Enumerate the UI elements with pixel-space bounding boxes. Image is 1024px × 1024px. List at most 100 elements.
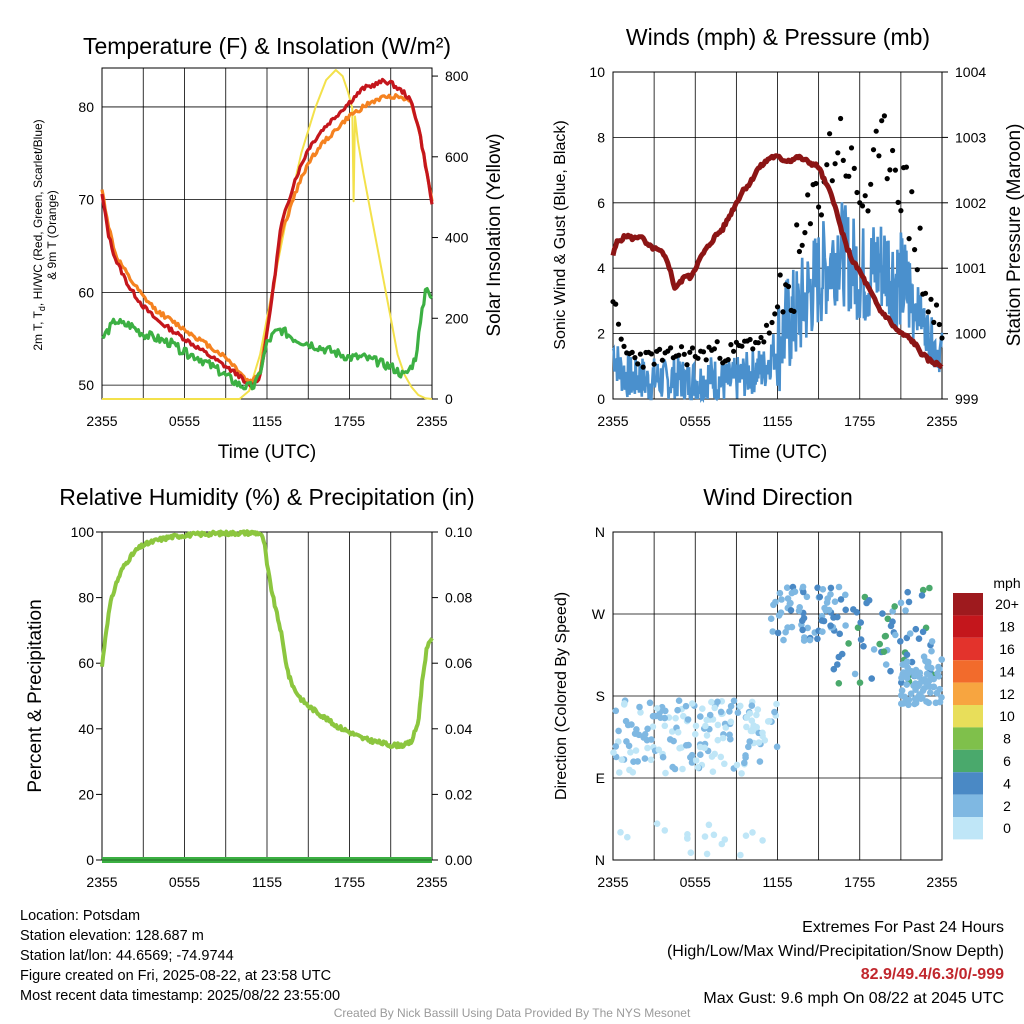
- y-left-axis-label: Percent & Precipitation: [25, 599, 46, 792]
- gust-point: [780, 309, 786, 315]
- direction-point: [876, 640, 883, 648]
- direction-point: [882, 661, 890, 668]
- direction-point: [834, 613, 841, 621]
- y-right-tick-label: 200: [445, 310, 469, 326]
- gust-point: [906, 236, 912, 242]
- direction-point: [850, 606, 857, 613]
- y-left-tick-label: 20: [78, 786, 94, 802]
- extremes-subtitle: (High/Low/Max Wind/Precipitation/Snow De…: [666, 942, 1004, 960]
- colorbar-label: 2: [1003, 798, 1011, 814]
- direction-point: [738, 770, 745, 777]
- direction-point: [799, 626, 806, 634]
- direction-point: [617, 829, 624, 836]
- colorbar-swatch: [953, 682, 983, 705]
- y-right-tick-label: 0.02: [445, 786, 472, 802]
- direction-point: [687, 849, 695, 856]
- direction-point: [718, 840, 726, 848]
- colorbar-unit: mph: [993, 575, 1020, 591]
- y-right-tick-label: 999: [955, 391, 979, 407]
- location-text: Location: Potsdam: [20, 908, 141, 924]
- direction-point: [701, 744, 708, 752]
- direction-point: [764, 718, 772, 725]
- max-gust-text: Max Gust: 9.6 mph On 08/22 at 2045 UTC: [703, 989, 1004, 1007]
- direction-point: [672, 714, 679, 722]
- x-axis-label: Time (UTC): [729, 442, 828, 463]
- wind-speed-line: [611, 202, 944, 403]
- direction-point: [692, 757, 700, 764]
- direction-point: [819, 586, 827, 593]
- direction-point: [653, 705, 661, 712]
- direction-point: [800, 614, 808, 622]
- colorbar-label: 8: [1003, 731, 1011, 747]
- gust-point: [615, 321, 622, 327]
- gust-point: [870, 147, 877, 153]
- direction-point: [746, 738, 753, 745]
- direction-point: [697, 713, 704, 720]
- direction-point: [709, 768, 717, 775]
- direction-point: [835, 653, 843, 661]
- gust-point: [884, 176, 890, 182]
- direction-point: [711, 704, 718, 712]
- direction-point: [777, 609, 785, 616]
- direction-point: [842, 622, 849, 629]
- gust-point: [681, 351, 687, 357]
- extremes-values: 82.9/49.4/6.3/0/-999: [860, 966, 1004, 983]
- humidity-panel: 2355 0555 1155 1755 2355 0 20 40 60 80 100 0.00 0.02…: [25, 484, 475, 890]
- direction-point: [780, 636, 787, 644]
- colorbar-swatch: [953, 727, 983, 750]
- gust-point: [659, 357, 666, 363]
- gust-point: [824, 162, 830, 168]
- x-tick-label: 2355: [926, 413, 957, 429]
- direction-point: [753, 711, 760, 719]
- direction-point: [655, 746, 663, 754]
- direction-point: [782, 628, 789, 636]
- y-right-tick-label: 0.10: [445, 524, 472, 540]
- gust-point: [731, 348, 737, 354]
- y-right-tick-label: 0.00: [445, 852, 472, 868]
- direction-point: [703, 732, 711, 739]
- direction-point: [827, 584, 835, 592]
- colorbar-label: 16: [999, 641, 1015, 657]
- gust-point: [914, 267, 920, 273]
- y-left-tick-label: 0: [86, 852, 94, 868]
- x-tick-label: 0555: [680, 413, 711, 429]
- direction-point: [661, 722, 669, 730]
- gust-point: [635, 361, 641, 367]
- direction-point: [800, 637, 808, 644]
- direction-point: [892, 631, 899, 639]
- gust-point: [621, 343, 627, 349]
- direction-point: [837, 596, 845, 603]
- gust-point: [678, 344, 685, 350]
- direction-point: [906, 630, 914, 637]
- gust-point: [865, 208, 871, 214]
- direction-point: [750, 724, 757, 731]
- direction-point: [621, 700, 628, 707]
- direction-point: [800, 588, 807, 596]
- elevation-text: Station elevation: 128.687 m: [20, 928, 204, 944]
- direction-point: [743, 714, 751, 721]
- y-left-axis-label-line1: 2m T, Td, HI/WC (Red, Green, Scarlet/Blu…: [31, 119, 47, 350]
- direction-point: [636, 703, 643, 711]
- y-right-axis-label: Station Pressure (Maroon): [1004, 124, 1024, 347]
- gust-point: [931, 319, 937, 325]
- gust-point: [648, 351, 655, 357]
- direction-point: [845, 640, 852, 647]
- direction-point: [742, 832, 750, 839]
- direction-point: [759, 837, 766, 844]
- direction-point: [658, 703, 666, 711]
- y-left-axis-label: Sonic Wind & Gust (Blue, Black): [552, 120, 569, 349]
- x-tick-label: 1755: [844, 874, 875, 890]
- direction-point: [827, 622, 834, 629]
- direction-point: [699, 705, 706, 712]
- direction-point: [719, 734, 727, 742]
- gust-point: [728, 342, 734, 348]
- gust-point: [939, 335, 945, 341]
- direction-point: [904, 588, 911, 596]
- direction-point: [938, 656, 945, 663]
- gust-point: [909, 189, 915, 195]
- colorbar-swatch: [953, 593, 983, 616]
- direction-point: [646, 699, 654, 707]
- direction-point: [934, 689, 941, 697]
- direction-point: [618, 756, 626, 763]
- gust-point: [862, 193, 868, 199]
